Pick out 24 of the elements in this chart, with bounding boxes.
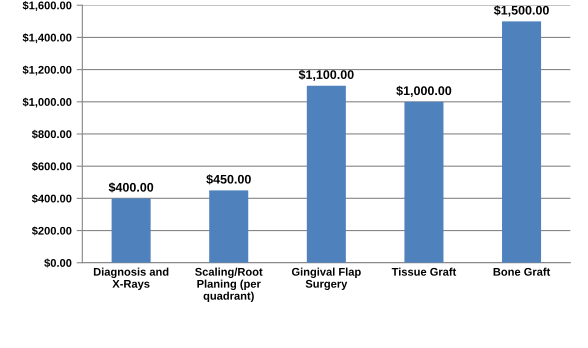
- y-tick-label: $800.00: [32, 130, 72, 139]
- data-label: $1,000.00: [396, 86, 452, 97]
- bar: [112, 198, 151, 263]
- y-tick-label: $1,200.00: [22, 65, 72, 76]
- y-tick-label: $1,400.00: [22, 33, 72, 44]
- data-label: $400.00: [108, 182, 154, 193]
- y-tick-label: $1,600.00: [22, 1, 72, 11]
- data-label: $1,500.00: [494, 5, 549, 16]
- x-tick-label: Tissue Graft: [392, 268, 456, 276]
- data-label: $1,100.00: [298, 70, 354, 81]
- y-tick-label: $400.00: [32, 194, 72, 204]
- x-tick-label: Scaling/Root Planing (per quadrant): [195, 268, 263, 302]
- bar: [209, 190, 248, 263]
- data-label: $450.00: [206, 174, 251, 184]
- bar: [404, 102, 444, 263]
- x-tick-label: Gingival Flap Surgery: [292, 268, 361, 290]
- x-tick-label: Diagnosis and X-Rays: [94, 268, 168, 290]
- bar: [306, 86, 346, 263]
- y-tick-label: $0.00: [44, 258, 72, 268]
- y-tick-label: $600.00: [32, 162, 72, 172]
- x-tick-label: Bone Graft: [494, 268, 550, 276]
- y-tick-label: $1,000.00: [22, 98, 72, 108]
- bar: [502, 21, 542, 263]
- y-tick-label: $200.00: [32, 226, 72, 236]
